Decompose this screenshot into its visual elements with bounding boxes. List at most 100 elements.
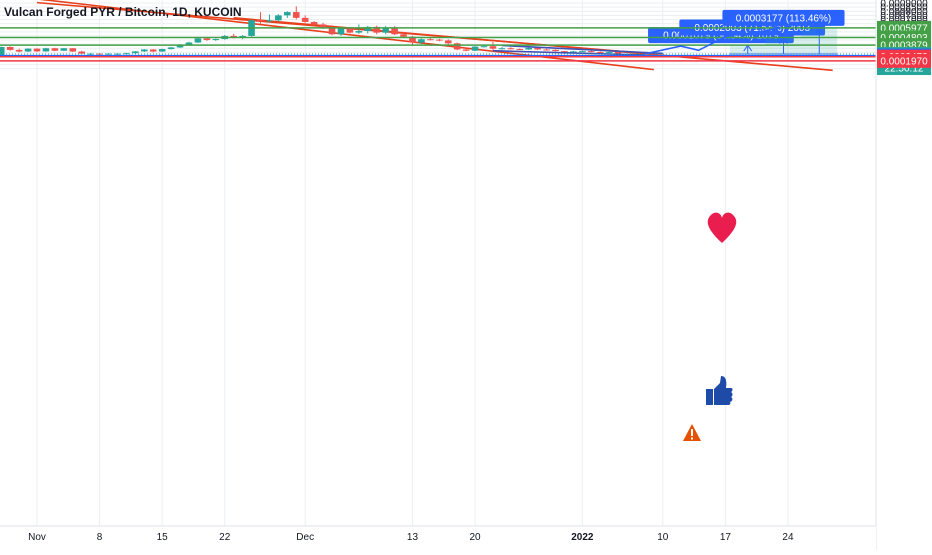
- time-axis[interactable]: [0, 525, 876, 550]
- candle-49: [400, 31, 407, 38]
- candle-5: [6, 46, 14, 51]
- candle-body: [596, 51, 604, 53]
- wedge-lower-line: [492, 49, 645, 56]
- candle-67: [561, 50, 568, 53]
- candle-body: [15, 49, 23, 52]
- candle-body: [51, 48, 59, 51]
- wedge-upper-line: [501, 44, 663, 55]
- candle-6: [15, 48, 23, 53]
- candle-body: [69, 48, 77, 52]
- candle-body: [149, 49, 157, 52]
- price-axis-labels: 0.00010000.00015000.00020000.00025000.00…: [877, 0, 931, 75]
- candle-52: [427, 37, 434, 41]
- candle-13: [78, 50, 85, 55]
- candle-body: [471, 46, 479, 51]
- candle-body: [266, 20, 273, 22]
- projection-line: [644, 26, 780, 55]
- candle-55: [453, 42, 461, 51]
- candle-body: [525, 47, 532, 50]
- candle-51: [418, 38, 425, 45]
- candle-62: [516, 48, 524, 51]
- candle-20: [140, 49, 148, 52]
- candle-body: [185, 42, 193, 45]
- candle-53: [436, 38, 443, 42]
- target-label-text: 0.0001079 (38.54%) 1079: [663, 31, 779, 42]
- price-tick-label-15: 0.0008500: [880, 3, 928, 14]
- candle-body: [587, 51, 595, 53]
- level-price-text: 0.0003879: [880, 41, 928, 52]
- time-tick-label-0: Nov: [28, 532, 46, 543]
- time-tick-label-6: 20: [469, 532, 481, 543]
- candle-body: [292, 12, 300, 18]
- countdown-text: 22:50:12: [885, 64, 924, 75]
- candle-body: [0, 47, 5, 57]
- candle-body: [498, 48, 506, 50]
- price-axis[interactable]: [875, 0, 932, 550]
- candle-body: [400, 34, 407, 37]
- warning-icon: [683, 424, 701, 441]
- candle-42: [337, 27, 345, 36]
- candle-body: [543, 49, 550, 51]
- candle-46: [373, 25, 381, 35]
- chart-title: Vulcan Forged PYR / Bitcoin, 1D, KUCOIN: [4, 5, 242, 19]
- time-tick-label-1: 8: [97, 532, 103, 543]
- candle-body: [176, 44, 184, 48]
- candle-body: [284, 12, 291, 16]
- candle-11: [60, 48, 68, 51]
- candle-36: [284, 11, 291, 18]
- time-tick-label-4: Dec: [296, 532, 314, 543]
- candle-body: [489, 46, 497, 49]
- candle-body: [230, 35, 237, 38]
- candle-34: [266, 14, 273, 23]
- candle-body: [579, 51, 586, 53]
- candle-63: [525, 47, 532, 50]
- time-axis-labels: Nov 8 15 22 Dec 13 20 2022 10 17 24: [28, 532, 794, 543]
- candle-body: [391, 28, 398, 35]
- candle-56: [462, 48, 470, 52]
- candle-19: [132, 51, 139, 54]
- candle-body: [453, 43, 461, 50]
- candle-35: [275, 14, 282, 22]
- candle-body: [24, 48, 32, 52]
- target-label-text: 0.0003177 (113.46%): [736, 13, 831, 24]
- candle-57: [471, 46, 479, 52]
- candle-body: [132, 51, 139, 54]
- candle-body: [78, 51, 85, 54]
- candle-body: [552, 49, 559, 52]
- candle-body: [346, 28, 354, 33]
- candle-26: [194, 37, 202, 43]
- heart-icon: [707, 212, 737, 243]
- candle-body: [275, 15, 282, 21]
- candle-44: [355, 24, 363, 34]
- candle-65: [543, 48, 550, 51]
- target-label-box: [722, 9, 845, 26]
- candle-body: [33, 48, 41, 52]
- candle-body: [605, 51, 613, 53]
- level-price-box: [877, 53, 931, 68]
- candle-body: [462, 49, 470, 51]
- candle-body: [382, 28, 389, 33]
- level-price-text: 0.0005977: [880, 23, 928, 34]
- candle-body: [364, 26, 372, 31]
- candle-body: [6, 47, 14, 50]
- channel-lower-line: [39, 0, 654, 71]
- candle-body: [310, 21, 318, 25]
- candle-body: [203, 38, 211, 41]
- price-tick-label-12: 0.0007000: [880, 15, 928, 26]
- candle-body: [561, 51, 568, 53]
- plot-background: [0, 0, 876, 526]
- candle-body: [301, 17, 309, 22]
- candle-10: [51, 47, 59, 52]
- time-tick-label-2: 15: [157, 532, 169, 543]
- candle-body: [418, 39, 425, 43]
- candle-body: [516, 49, 524, 51]
- price-tick-label-13: 0.0007500: [880, 11, 928, 22]
- time-tick-label-8: 10: [657, 532, 669, 543]
- thumbs-up-icon: [706, 376, 733, 405]
- time-tick-label-7: 2022: [571, 532, 594, 543]
- candle-22: [158, 48, 166, 52]
- candle-43: [346, 27, 354, 34]
- candle-body: [534, 47, 541, 50]
